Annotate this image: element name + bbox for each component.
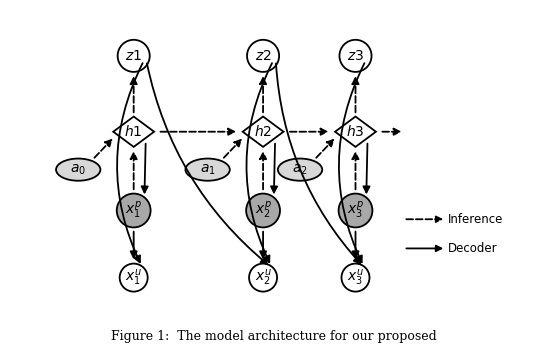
Text: Figure 1:  The model architecture for our proposed: Figure 1: The model architecture for our… — [111, 329, 437, 343]
Text: $a_0$: $a_0$ — [70, 162, 86, 177]
Text: $a_2$: $a_2$ — [292, 162, 308, 177]
Circle shape — [118, 40, 150, 72]
Text: $z2$: $z2$ — [255, 49, 271, 63]
Circle shape — [117, 193, 151, 227]
Text: $x_2^p$: $x_2^p$ — [255, 200, 272, 221]
Ellipse shape — [185, 158, 230, 181]
Circle shape — [119, 264, 147, 292]
Ellipse shape — [56, 158, 100, 181]
Text: $x_2^u$: $x_2^u$ — [255, 267, 272, 288]
Circle shape — [247, 40, 279, 72]
Circle shape — [339, 40, 372, 72]
Polygon shape — [243, 117, 283, 147]
Text: $h2$: $h2$ — [254, 124, 272, 139]
Text: $h1$: $h1$ — [124, 124, 143, 139]
Polygon shape — [113, 117, 154, 147]
Polygon shape — [335, 117, 376, 147]
Circle shape — [341, 264, 369, 292]
Circle shape — [339, 193, 373, 227]
Text: $x_1^p$: $x_1^p$ — [125, 200, 142, 221]
Text: $x_3^u$: $x_3^u$ — [347, 267, 364, 288]
Ellipse shape — [278, 158, 322, 181]
Text: $x_1^u$: $x_1^u$ — [125, 267, 142, 288]
Circle shape — [246, 193, 280, 227]
Text: $x_3^p$: $x_3^p$ — [347, 200, 364, 221]
Text: $z1$: $z1$ — [125, 49, 142, 63]
Circle shape — [249, 264, 277, 292]
Text: $h3$: $h3$ — [346, 124, 365, 139]
Text: $z3$: $z3$ — [347, 49, 364, 63]
Text: Decoder: Decoder — [448, 242, 498, 255]
Text: $a_1$: $a_1$ — [199, 162, 215, 177]
Text: Inference: Inference — [448, 213, 503, 226]
